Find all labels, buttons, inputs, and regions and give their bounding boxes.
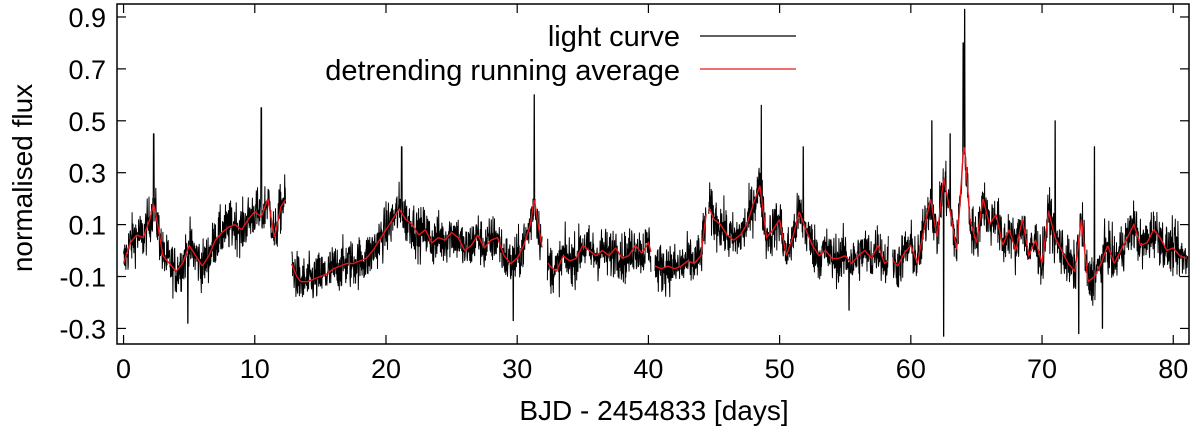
y-tick-label: 0.3 <box>68 159 106 189</box>
x-tick-label: 80 <box>1158 354 1188 384</box>
y-tick-label: 0.1 <box>68 211 106 241</box>
y-tick-label: 0.9 <box>68 3 106 33</box>
y-tick-label: 0.7 <box>68 55 106 85</box>
x-tick-label: 40 <box>633 354 663 384</box>
legend-background <box>248 14 804 92</box>
x-tick-label: 60 <box>896 354 926 384</box>
x-tick-label: 20 <box>371 354 401 384</box>
y-tick-label: -0.1 <box>59 263 106 293</box>
running-average-line <box>122 147 1187 283</box>
x-axis-label: BJD - 2454833 [days] <box>519 395 788 426</box>
x-tick-label: 0 <box>116 354 131 384</box>
light-curve-line <box>123 8 1189 337</box>
running-average-series <box>122 147 1187 283</box>
y-axis-ticks: -0.3 -0.1 0.1 0.3 0.5 0.7 0.9 <box>59 3 1189 344</box>
x-tick-label: 70 <box>1027 354 1057 384</box>
legend-label-light-curve: light curve <box>548 21 680 53</box>
plot-frame <box>116 3 1190 345</box>
x-axis-ticks: 0 10 20 30 40 50 60 70 80 <box>116 4 1188 384</box>
light-curve-series <box>123 8 1189 337</box>
y-tick-label: 0.5 <box>68 107 106 137</box>
x-tick-label: 30 <box>502 354 532 384</box>
y-tick-label: -0.3 <box>59 314 106 344</box>
x-tick-label: 50 <box>765 354 795 384</box>
y-axis-label: normalised flux <box>7 84 38 272</box>
x-tick-label: 10 <box>240 354 270 384</box>
legend-label-running-average: detrending running average <box>325 55 680 87</box>
